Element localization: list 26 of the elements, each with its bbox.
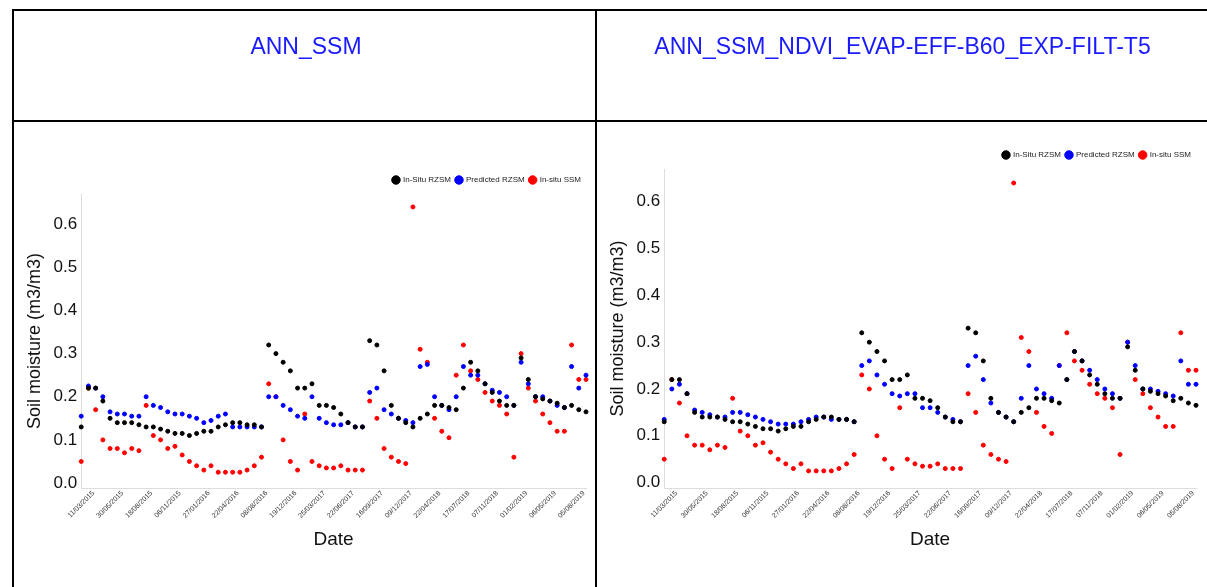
legend-label: In-Situ RZSM <box>1012 150 1062 160</box>
y-tick-label: 0.4 <box>53 300 78 320</box>
y-tick-label: 0.2 <box>53 386 78 406</box>
chart-title: ANN_SSM <box>249 32 363 61</box>
y-axis-title: Soil moisture (m3/m3) <box>606 240 627 417</box>
y-tick-label: 0.6 <box>53 213 78 233</box>
y-tick-label: 0.1 <box>636 425 661 445</box>
y-tick-label: 0.3 <box>636 331 661 351</box>
y-tick-label: 0.0 <box>636 472 661 492</box>
chart-title: ANN_SSM_NDVI_EVAP-EFF-B60_EXP-FILT-T5 <box>653 32 1152 61</box>
y-tick-label: 0.5 <box>53 257 78 277</box>
x-axis-title: Date <box>313 527 354 549</box>
y-tick-label: 0.4 <box>636 285 661 305</box>
y-tick-label: 0.2 <box>636 378 661 398</box>
legend-label: Predicted RZSM <box>465 175 525 185</box>
legend-label: Predicted RZSM <box>1075 150 1135 160</box>
legend-label: In-situ SSM <box>1149 150 1192 160</box>
y-tick-label: 0.3 <box>53 343 78 363</box>
y-tick-label: 0.0 <box>53 472 78 492</box>
legend-label: In-Situ RZSM <box>402 175 452 185</box>
y-tick-label: 0.1 <box>53 429 78 449</box>
y-axis-title: Soil moisture (m3/m3) <box>23 253 44 430</box>
x-axis-title: Date <box>910 527 951 549</box>
y-tick-label: 0.5 <box>636 238 661 258</box>
y-tick-label: 0.6 <box>636 191 661 211</box>
legend-label: In-situ SSM <box>539 175 582 185</box>
